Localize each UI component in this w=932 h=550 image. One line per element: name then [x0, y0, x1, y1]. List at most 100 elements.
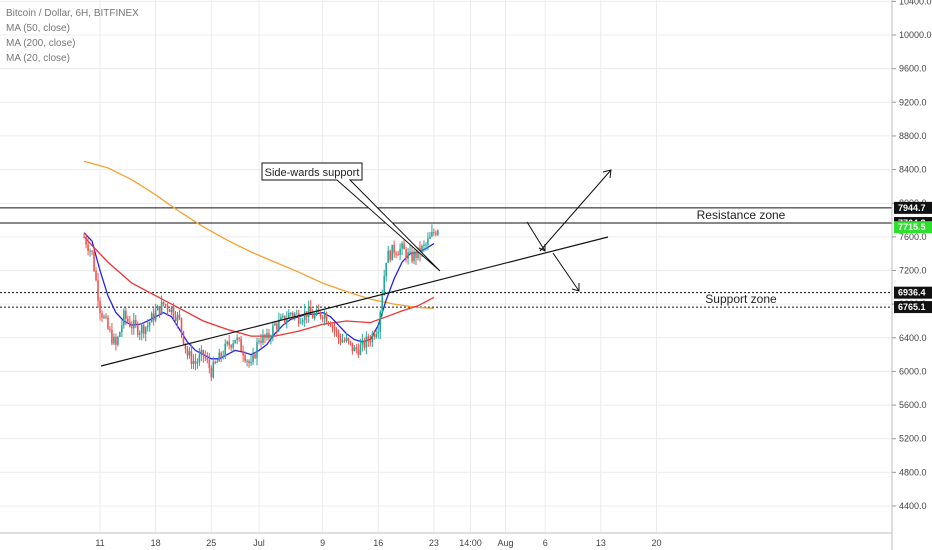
callout[interactable]: Side-wards support — [261, 162, 441, 272]
candle-body — [85, 236, 87, 245]
candle-body — [140, 325, 143, 334]
time-tick-label: 23 — [429, 538, 439, 548]
candle-body — [256, 342, 258, 359]
candle-body — [242, 350, 244, 356]
trend-line-support[interactable] — [100, 236, 609, 367]
candle-body — [208, 359, 211, 368]
candle-body — [433, 231, 435, 234]
candle-body — [397, 254, 399, 256]
candle-body — [224, 343, 227, 357]
candle-body — [321, 317, 324, 319]
candle-body — [343, 340, 346, 342]
candle-body — [144, 327, 147, 334]
candle-body — [280, 317, 282, 320]
candle-body — [303, 311, 306, 321]
candle-body — [365, 336, 368, 348]
last-price-tag-label: 7715.5 — [898, 222, 926, 232]
price-tick-label: 5600.0 — [899, 400, 927, 410]
candle-body — [311, 313, 314, 319]
candle-body — [150, 313, 153, 323]
time-tick-label: 18 — [151, 538, 161, 548]
candle-body — [409, 251, 411, 253]
candle-body — [246, 360, 248, 362]
candle-body — [369, 341, 372, 343]
candle-body — [323, 314, 326, 319]
candle-body — [168, 309, 171, 313]
candle-body — [339, 338, 342, 343]
candle-body — [164, 304, 167, 306]
candle-body — [238, 337, 240, 339]
legend-ma200[interactable]: MA (200, close) — [6, 38, 76, 49]
candle-body — [234, 340, 236, 344]
candle-body — [276, 323, 278, 329]
candle-body — [121, 325, 123, 333]
candle-body — [176, 314, 179, 322]
legend: Bitcoin / Dollar, 6H, BITFINEX MA (50, c… — [6, 6, 139, 66]
candle-body — [166, 305, 169, 310]
legend-symbol[interactable]: Bitcoin / Dollar, 6H, BITFINEX — [6, 8, 139, 19]
candle-body — [329, 323, 332, 327]
candle-body — [101, 313, 103, 318]
candle-body — [99, 300, 101, 314]
candle-body — [89, 250, 91, 252]
candle-body — [286, 318, 288, 323]
candle-body — [178, 314, 181, 319]
candle-body — [403, 243, 405, 250]
candle-body — [190, 351, 193, 364]
candle-body — [154, 310, 157, 321]
arrow-down-head — [571, 283, 580, 292]
candle-body — [172, 306, 175, 317]
candle-body — [182, 331, 185, 344]
price-tick-label: 4800.0 — [899, 467, 927, 477]
arrow-down-line[interactable] — [552, 252, 580, 292]
price-tick-label: 10000.0 — [899, 30, 932, 40]
candle-body — [115, 336, 117, 345]
candle-body — [353, 347, 356, 352]
candle-body — [152, 313, 155, 321]
arrow-small-line[interactable] — [526, 221, 546, 252]
candle-body — [399, 248, 401, 255]
price-tick-label: 9200.0 — [899, 97, 927, 107]
price-level-tag — [894, 301, 932, 314]
candle-body — [371, 333, 374, 343]
candle-body — [268, 333, 270, 339]
candle-body — [375, 333, 378, 337]
price-tick-label: 6000.0 — [899, 366, 927, 376]
candle-body — [248, 360, 250, 364]
price-tick-label: 7600.0 — [899, 232, 927, 242]
time-tick-label: 14:00 — [459, 538, 482, 548]
arrow-up-line[interactable] — [539, 169, 612, 252]
candle-body — [226, 341, 228, 344]
price-tick-label: 8800.0 — [899, 131, 927, 141]
candle-body — [240, 338, 242, 351]
candle-body — [97, 280, 99, 301]
candle-body — [148, 322, 151, 326]
candle-body — [170, 306, 173, 313]
price-tick-label: 6400.0 — [899, 333, 927, 343]
price-tick-label: 7200.0 — [899, 266, 927, 276]
legend-ma50[interactable]: MA (50, close) — [6, 23, 70, 34]
candle-body — [250, 362, 252, 364]
legend-ma20[interactable]: MA (20, close) — [6, 53, 70, 64]
time-axis[interactable]: 11 18 25 Jul 9 16 23 14:00 Aug 6 13 20 — [95, 538, 661, 548]
candle-body — [357, 349, 360, 355]
callout-label: Side-wards support — [265, 167, 360, 179]
candle-body — [214, 361, 217, 363]
candle-body — [347, 338, 350, 342]
candle-body — [160, 301, 163, 314]
candle-body — [162, 301, 165, 305]
price-tick-label: 8400.0 — [899, 165, 927, 175]
candle-body — [228, 341, 230, 346]
candle-body — [325, 314, 328, 323]
price-tick-label: 9600.0 — [899, 64, 927, 74]
price-level-tag — [894, 201, 932, 214]
candle-body — [222, 356, 225, 358]
candle-body — [262, 334, 264, 343]
candle-body — [218, 352, 221, 362]
candle-body — [359, 344, 362, 355]
candle-body — [411, 251, 413, 262]
candle-body — [381, 295, 384, 312]
candle-body — [131, 326, 133, 329]
